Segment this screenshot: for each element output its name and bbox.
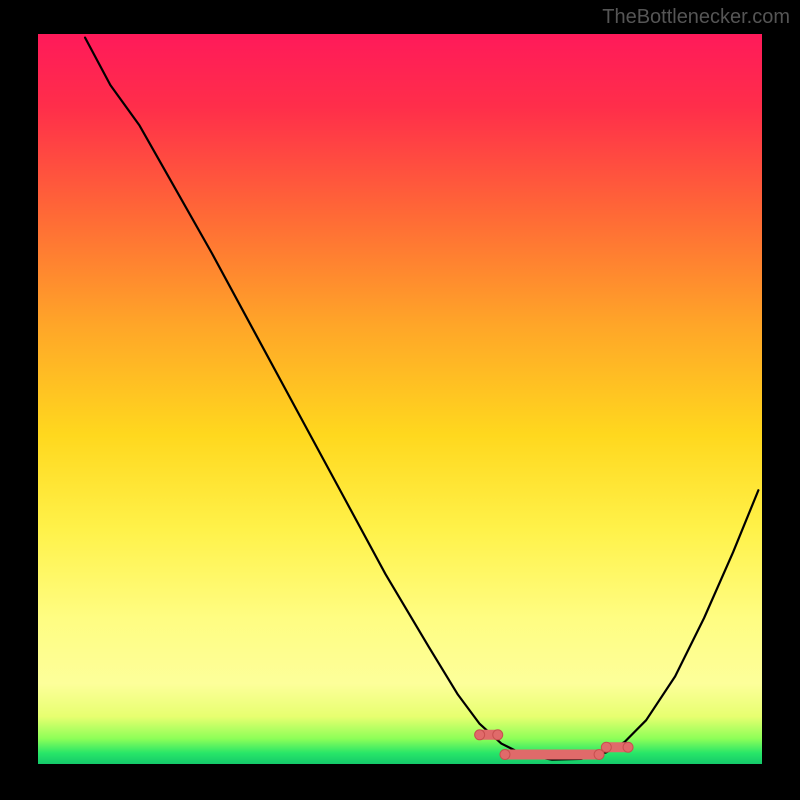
- watermark-text: TheBottlenecker.com: [602, 6, 790, 29]
- chart-svg: [0, 0, 800, 800]
- plot-gradient-background: [38, 34, 762, 764]
